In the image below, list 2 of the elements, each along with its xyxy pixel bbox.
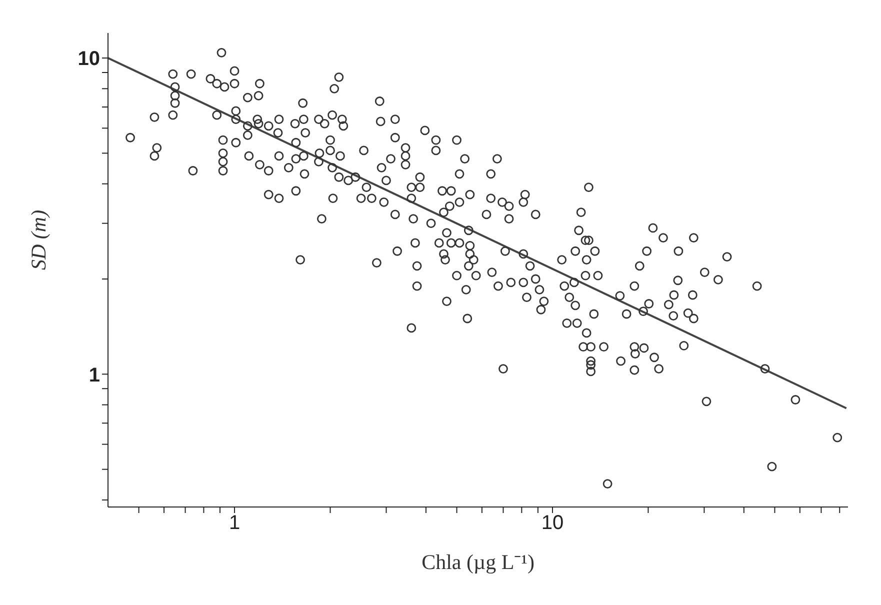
y-axis-title: SD (m) <box>26 210 50 270</box>
x-axis-title: Chla (µg L⁻¹) <box>422 550 534 574</box>
